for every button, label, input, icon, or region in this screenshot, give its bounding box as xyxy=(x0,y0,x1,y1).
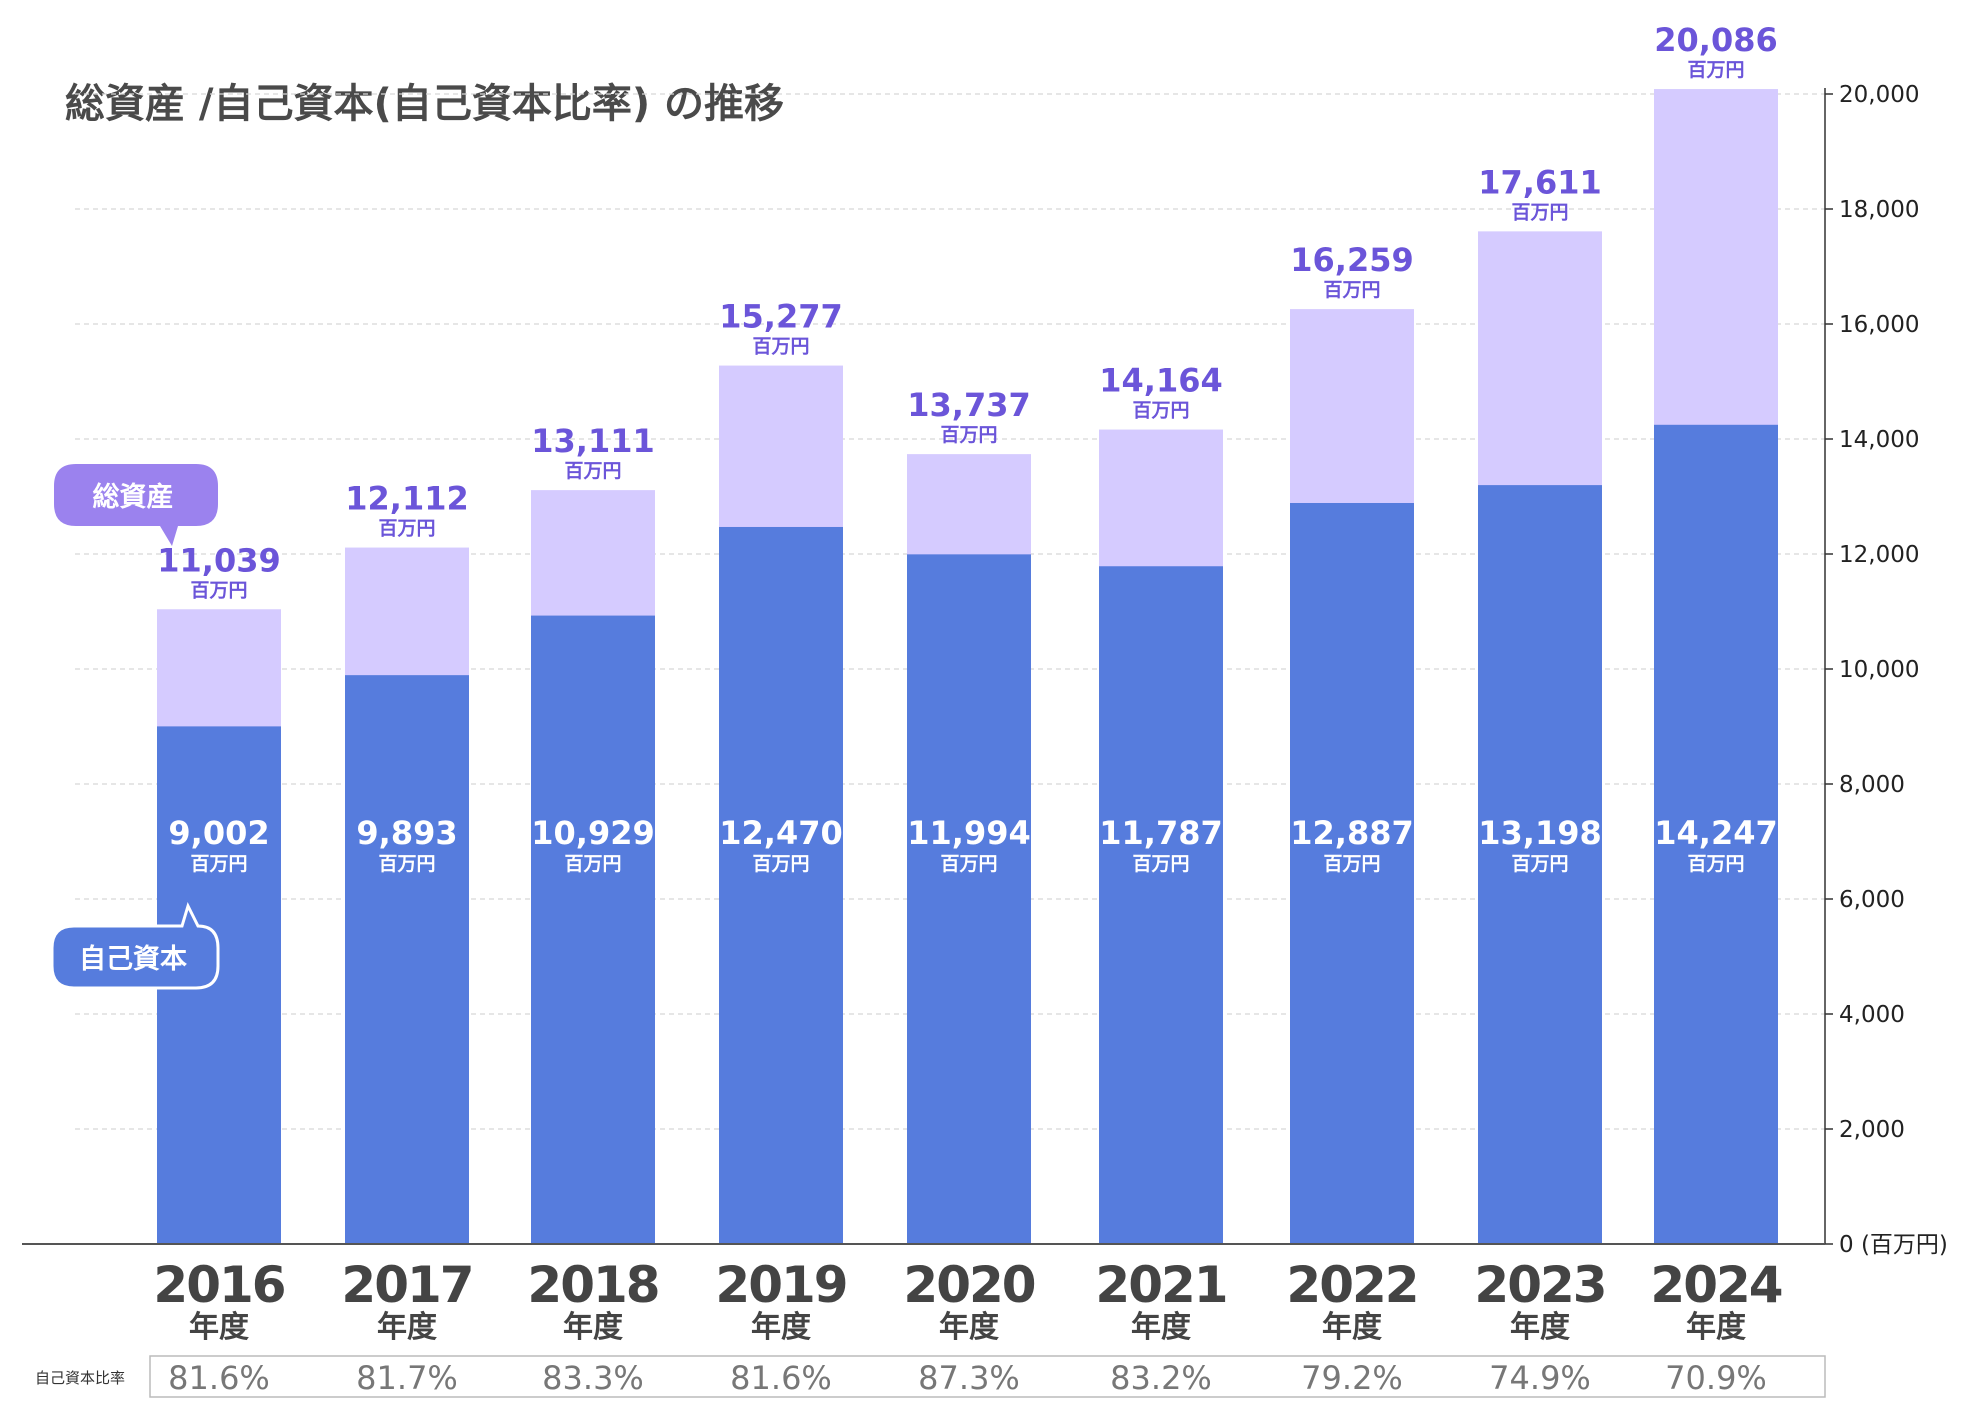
x-tick-year: 2016 xyxy=(153,1256,284,1314)
bars xyxy=(157,89,1778,1244)
equity-unit-label: 百万円 xyxy=(1132,853,1189,875)
total-unit-label: 百万円 xyxy=(378,518,435,540)
y-tick-label: 10,000 xyxy=(1839,657,1919,683)
x-tick-suffix: 年度 xyxy=(189,1310,249,1345)
bar-equity xyxy=(1478,485,1602,1244)
x-tick-year: 2018 xyxy=(527,1256,658,1314)
legend-total-callout: 総資産 xyxy=(54,464,218,546)
equity-value-label: 13,198 xyxy=(1478,814,1601,852)
equity-unit-label: 百万円 xyxy=(564,853,621,875)
x-tick-suffix: 年度 xyxy=(939,1310,999,1345)
y-axis: 0 (百万円) 2,000 4,000 6,000 8,000 10,000 12,000 1… xyxy=(1824,82,1948,1258)
y-tick-label: 6,000 xyxy=(1839,887,1905,913)
bar-equity xyxy=(1099,566,1223,1244)
equity-unit-label: 百万円 xyxy=(940,853,997,875)
legend-equity-callout: 自己資本 xyxy=(50,901,220,990)
y-tick-label: 14,000 xyxy=(1839,427,1919,453)
bar-equity xyxy=(531,615,655,1244)
ratio-value: 81.7% xyxy=(356,1359,458,1397)
x-tick-year: 2020 xyxy=(903,1256,1034,1314)
bar-equity xyxy=(1290,502,1414,1244)
y-tick-label: 16,000 xyxy=(1839,312,1919,338)
legend-equity-bubble xyxy=(50,901,220,990)
total-unit-label: 百万円 xyxy=(1132,400,1189,422)
x-tick-suffix: 年度 xyxy=(563,1310,623,1345)
bar-equity xyxy=(907,554,1031,1244)
ratio-value: 81.6% xyxy=(730,1359,832,1397)
total-unit-label: 百万円 xyxy=(940,424,997,446)
ratio-value: 79.2% xyxy=(1301,1359,1403,1397)
total-unit-label: 百万円 xyxy=(752,336,809,358)
equity-value-label: 11,994 xyxy=(907,814,1030,852)
equity-value-label: 12,470 xyxy=(719,814,842,852)
total-value-label: 12,112 xyxy=(345,480,468,518)
y-tick-label: 2,000 xyxy=(1839,1117,1905,1143)
ratio-value: 87.3% xyxy=(918,1359,1020,1397)
x-tick-suffix: 年度 xyxy=(1686,1310,1746,1345)
total-unit-label: 百万円 xyxy=(1511,201,1568,223)
ratio-row: 自己資本比率 81.6% 81.7% 83.3% 81.6% 87.3% 83.2% 79.… xyxy=(35,1355,1826,1398)
chart-title: 総資産 /自己資本(自己資本比率) の推移 xyxy=(65,81,784,127)
bar-equity xyxy=(345,675,469,1244)
total-value-label: 14,164 xyxy=(1099,362,1222,400)
equity-unit-label: 百万円 xyxy=(1323,853,1380,875)
total-value-label: 15,277 xyxy=(719,298,842,336)
ratio-value: 70.9% xyxy=(1665,1359,1767,1397)
y-tick-label: 8,000 xyxy=(1839,772,1905,798)
y-tick-label: 12,000 xyxy=(1839,542,1919,568)
ratio-value: 83.3% xyxy=(542,1359,644,1397)
total-unit-label: 百万円 xyxy=(190,579,247,601)
x-tick-year: 2024 xyxy=(1650,1256,1781,1314)
equity-unit-label: 百万円 xyxy=(752,853,809,875)
total-value-label: 16,259 xyxy=(1290,241,1413,279)
ratio-value: 74.9% xyxy=(1489,1359,1591,1397)
legend-total-bubble xyxy=(54,464,218,546)
bar-equity xyxy=(1654,424,1778,1244)
total-value-label: 13,111 xyxy=(531,422,654,460)
x-tick-suffix: 年度 xyxy=(1131,1310,1191,1345)
x-tick-suffix: 年度 xyxy=(1322,1310,1382,1345)
x-axis: 2016年度2017年度2018年度2019年度2020年度2021年度2022… xyxy=(22,1243,1825,1345)
ratio-row-box xyxy=(149,1355,1826,1398)
equity-unit-label: 百万円 xyxy=(378,853,435,875)
x-tick-year: 2023 xyxy=(1474,1256,1605,1314)
y-tick-label: 4,000 xyxy=(1839,1002,1905,1028)
x-tick-year: 2021 xyxy=(1095,1256,1226,1314)
total-unit-label: 百万円 xyxy=(1323,279,1380,301)
legend-equity-label: 自己資本 xyxy=(79,943,187,975)
y-tick-label: 20,000 xyxy=(1839,82,1919,108)
x-tick-year: 2019 xyxy=(715,1256,846,1314)
equity-value-label: 12,887 xyxy=(1290,814,1413,852)
equity-unit-label: 百万円 xyxy=(1511,853,1568,875)
bar-equity xyxy=(719,526,843,1244)
x-tick-year: 2017 xyxy=(341,1256,472,1314)
x-tick-year: 2022 xyxy=(1286,1256,1417,1314)
y-tick-label: 18,000 xyxy=(1839,197,1919,223)
ratio-value: 83.2% xyxy=(1110,1359,1212,1397)
equity-unit-label: 百万円 xyxy=(1687,853,1744,875)
equity-value-label: 14,247 xyxy=(1654,814,1777,852)
total-unit-label: 百万円 xyxy=(1687,59,1744,81)
total-value-label: 20,086 xyxy=(1654,21,1777,59)
equity-value-label: 11,787 xyxy=(1099,814,1222,852)
x-tick-suffix: 年度 xyxy=(751,1310,811,1345)
y-tick-label: 0 (百万円) xyxy=(1839,1232,1948,1258)
ratio-value: 81.6% xyxy=(168,1359,270,1397)
total-unit-label: 百万円 xyxy=(564,460,621,482)
x-tick-suffix: 年度 xyxy=(377,1310,437,1345)
total-value-label: 17,611 xyxy=(1478,163,1601,201)
equity-unit-label: 百万円 xyxy=(190,853,247,875)
x-tick-suffix: 年度 xyxy=(1510,1310,1570,1345)
equity-value-label: 10,929 xyxy=(531,814,654,852)
total-value-label: 13,737 xyxy=(907,386,1030,424)
ratio-row-label: 自己資本比率 xyxy=(35,1369,125,1387)
legend-total-label: 総資産 xyxy=(93,481,174,513)
total-value-label: 11,039 xyxy=(157,541,280,579)
equity-value-label: 9,002 xyxy=(168,814,269,852)
data-labels: 11,039百万円9,002百万円12,112百万円9,893百万円13,111… xyxy=(157,21,1777,875)
equity-value-label: 9,893 xyxy=(356,814,457,852)
